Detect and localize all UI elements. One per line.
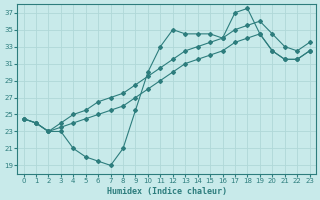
X-axis label: Humidex (Indice chaleur): Humidex (Indice chaleur) (107, 187, 227, 196)
